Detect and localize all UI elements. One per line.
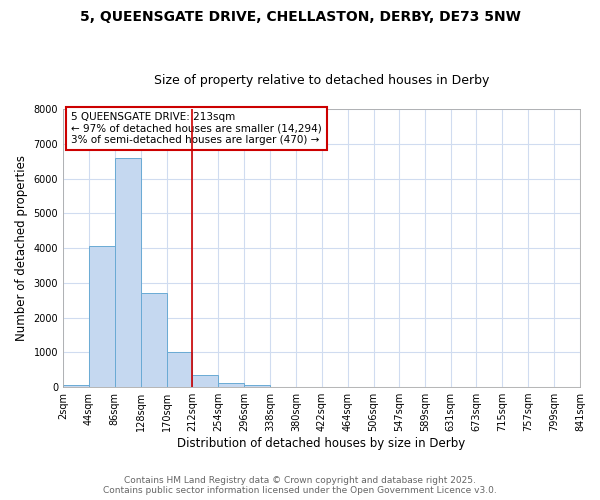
Bar — [89, 246, 115, 387]
X-axis label: Distribution of detached houses by size in Derby: Distribution of detached houses by size … — [178, 437, 466, 450]
Bar — [167, 352, 193, 387]
Bar — [218, 383, 244, 387]
Text: 5 QUEENSGATE DRIVE: 213sqm
← 97% of detached houses are smaller (14,294)
3% of s: 5 QUEENSGATE DRIVE: 213sqm ← 97% of deta… — [71, 112, 322, 145]
Bar — [193, 375, 218, 387]
Bar — [244, 386, 270, 387]
Bar — [140, 293, 167, 387]
Text: Contains HM Land Registry data © Crown copyright and database right 2025.
Contai: Contains HM Land Registry data © Crown c… — [103, 476, 497, 495]
Y-axis label: Number of detached properties: Number of detached properties — [15, 155, 28, 341]
Title: Size of property relative to detached houses in Derby: Size of property relative to detached ho… — [154, 74, 489, 87]
Bar — [115, 158, 140, 387]
Bar — [63, 386, 89, 387]
Text: 5, QUEENSGATE DRIVE, CHELLASTON, DERBY, DE73 5NW: 5, QUEENSGATE DRIVE, CHELLASTON, DERBY, … — [80, 10, 520, 24]
